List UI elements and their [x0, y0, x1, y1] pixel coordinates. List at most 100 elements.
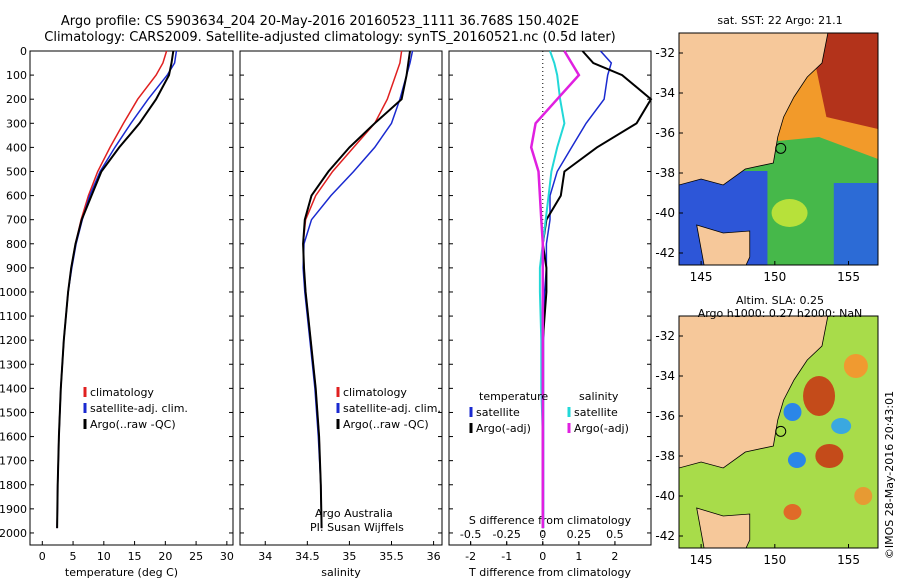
y-tick-label: 900 [6, 262, 27, 275]
x-tick-label: 145 [690, 270, 713, 284]
y-tick-label: 1200 [0, 334, 27, 347]
y-tick-label: -38 [655, 449, 675, 463]
x-tick-label: 30 [220, 550, 234, 563]
land-mainland [679, 316, 829, 469]
legend-label: Argo(-adj) [574, 422, 629, 435]
sla-eddy [831, 418, 852, 434]
annotation: Argo Australia [315, 507, 393, 520]
y-tick-label: 1300 [0, 358, 27, 371]
sst-map: 145 150 155 -32 -34 -36 -38 -40 -42 [655, 32, 879, 284]
y-tick-label: 800 [6, 238, 27, 251]
sst-map-title: sat. SST: 22 Argo: 21.1 [717, 14, 843, 27]
plot-frame [448, 50, 652, 546]
y-tick-label: -38 [655, 166, 675, 180]
x-tick-label: 20 [158, 550, 172, 563]
warmest-water [808, 33, 878, 129]
x-tick-label: 34.5 [295, 550, 320, 563]
map-field [679, 33, 878, 265]
salinity-panel: 34 34.5 35 35.5 36 salinity climatology satelli… [239, 50, 443, 579]
x-axis-label: temperature (deg C) [65, 566, 178, 579]
y-tick-label: 500 [6, 165, 27, 178]
y-tick-label: -42 [655, 246, 675, 260]
figure-subtitle: Climatology: CARS2009. Satellite-adjuste… [44, 30, 616, 45]
y-tick-label: 700 [6, 214, 27, 227]
eddy [771, 199, 808, 227]
x-axis-label: T difference from climatology [468, 566, 631, 579]
sla-map-subtitle: Argo h1000: 0.27 h2000: NaN [697, 307, 863, 320]
y-tick-label: -36 [655, 126, 675, 140]
sla-map-title: Altim. SLA: 0.25 [735, 294, 825, 307]
y-tick-label: 1900 [0, 503, 27, 516]
legend-label: satellite [574, 406, 618, 419]
x-tick-label: 2 [611, 550, 618, 563]
map-frame [678, 315, 879, 549]
y-tick-label: -42 [655, 529, 675, 543]
y-tick-label: 400 [6, 141, 27, 154]
y-tick-label: -32 [655, 329, 675, 343]
legend-label: satellite-adj. clim. [343, 402, 441, 415]
x-tick-label: 35 [342, 550, 356, 563]
x-tick-label-s: 0 [539, 528, 546, 541]
x-tick-label: 1 [575, 550, 582, 563]
y-tick-label: -34 [655, 86, 675, 100]
y-tick-label: 1400 [0, 382, 27, 395]
legend-label: climatology [90, 386, 154, 399]
y-tick-label: 1000 [0, 286, 27, 299]
plot-frame [29, 50, 234, 546]
legend-label: satellite [476, 406, 520, 419]
y-tick-label: -32 [655, 46, 675, 60]
sla-eddy [783, 504, 802, 520]
x-tick-label: -1 [501, 550, 512, 563]
x-tick-label: 5 [70, 550, 77, 563]
y-tick-label: 1700 [0, 455, 27, 468]
series-line-salinity-argo-adj- [529, 50, 581, 529]
y-tick-label: 1100 [0, 310, 27, 323]
y-tick-label: 1600 [0, 431, 27, 444]
x-axis-label: salinity [321, 566, 361, 579]
legend-label: Argo(..raw -QC) [90, 418, 176, 431]
legend-label: satellite-adj. clim. [90, 402, 188, 415]
legend-label: temperature [479, 390, 548, 403]
series-line-argo-raw-qc- [302, 50, 411, 529]
map-field [679, 316, 878, 548]
sla-eddy [854, 487, 873, 505]
x-tick-label: 15 [128, 550, 142, 563]
y-tick-label: 1800 [0, 479, 27, 492]
x-tick-label-s: -0.5 [460, 528, 481, 541]
y-tick-label: 300 [6, 117, 27, 130]
argo-position-marker [775, 142, 787, 154]
difference-panel: -2 -1 0 1 2 -0.5 -0.25 0 0.25 0.5S difference fro… [448, 50, 653, 579]
legend-label: Argo(-adj) [476, 422, 531, 435]
credit-text: ©IMOS 28-May-2016 20:43:01 [883, 391, 896, 559]
x-label-top: S difference from climatology [469, 514, 632, 527]
x-tick-label-s: 0.5 [606, 528, 624, 541]
x-tick-label: 25 [189, 550, 203, 563]
x-tick-label: 150 [763, 553, 786, 567]
land-tasmania [696, 507, 751, 548]
x-tick-label: -2 [465, 550, 476, 563]
y-tick-label: -40 [655, 206, 675, 220]
y-tick-label: 2000 [0, 527, 27, 540]
x-tick-label: 155 [837, 553, 860, 567]
land-tasmania [696, 224, 751, 265]
legend-label: salinity [579, 390, 619, 403]
y-tick-label: -34 [655, 369, 675, 383]
x-tick-label: 0 [539, 550, 546, 563]
y-tick-label: 1500 [0, 406, 27, 419]
x-tick-label: 150 [763, 270, 786, 284]
map-frame [678, 32, 879, 266]
x-tick-label: 155 [837, 270, 860, 284]
land-mainland [679, 33, 829, 186]
y-tick-label: -36 [655, 409, 675, 423]
sla-eddy [815, 444, 844, 468]
argo-position-marker [775, 425, 787, 437]
y-tick-label: 0 [20, 45, 27, 58]
temperature-panel: 0 5 10 15 20 25 30 temperature (deg C) 0 100 200 30… [0, 45, 234, 579]
x-tick-label: 0 [39, 550, 46, 563]
legend-label: climatology [343, 386, 407, 399]
sla-map: 145 150 155 -32 -34 -36 -38 -40 -42 [655, 315, 879, 567]
plot-frame [239, 50, 443, 546]
sla-eddy [787, 452, 806, 468]
y-tick-label: -40 [655, 489, 675, 503]
